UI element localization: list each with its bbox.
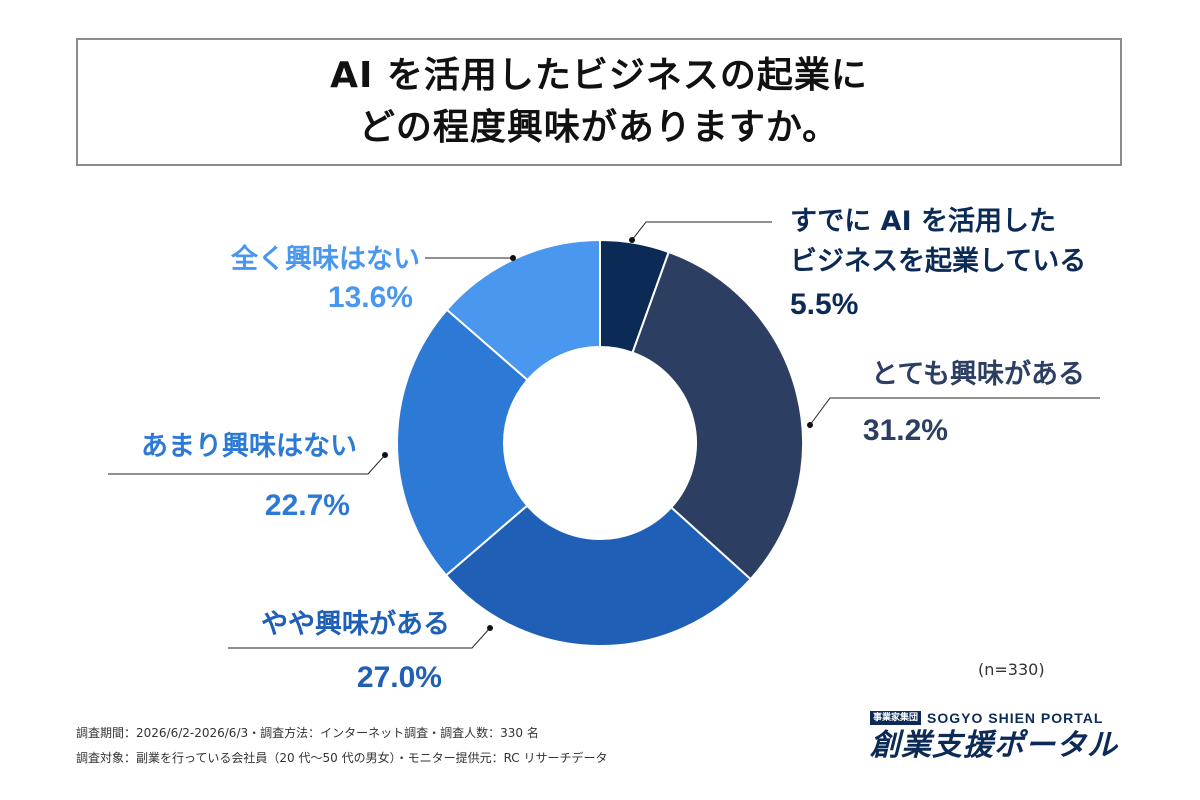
leader-line-not-very-interested bbox=[108, 454, 386, 475]
category-label-already-started-line-2: ビジネスを起業している bbox=[790, 246, 1086, 277]
leader-dot-not-interested bbox=[510, 255, 516, 261]
value-label-not-very-interested: 22.7% bbox=[265, 489, 350, 522]
donut-slice-not-interested bbox=[445, 238, 601, 382]
category-label-very-interested: とても興味がある bbox=[871, 358, 1085, 390]
leader-line-already-started bbox=[631, 221, 772, 241]
leader-dot-already-started bbox=[629, 237, 635, 243]
logo-badge: 事業家集団 bbox=[870, 711, 922, 725]
logo-english-name: SOGYO SHIEN PORTAL bbox=[927, 710, 1104, 726]
logo-japanese-name: 創業支援ポータル bbox=[870, 728, 1118, 763]
category-label-not-very-interested: あまり興味はない bbox=[141, 431, 357, 462]
question-title-line-2: どの程度興味がありますか。 bbox=[358, 107, 840, 148]
leader-dot-very-interested bbox=[807, 422, 813, 428]
value-label-not-interested: 13.6% bbox=[328, 281, 413, 314]
survey-info-line-2: 調査対象：副業を行っている会社員（20 代〜50 代の男女）・モニター提供元：R… bbox=[76, 751, 608, 765]
question-title-box: AI を活用したビジネスの起業に どの程度興味がありますか。 bbox=[76, 38, 1122, 166]
donut-slice-very-interested bbox=[631, 250, 804, 581]
leader-dot-somewhat-interested bbox=[487, 625, 493, 631]
donut-slice-not-very-interested bbox=[396, 308, 530, 577]
value-label-somewhat-interested: 27.0% bbox=[357, 661, 442, 694]
category-label-somewhat-interested: やや興味がある bbox=[261, 608, 450, 640]
leader-dot-not-very-interested bbox=[382, 452, 388, 458]
category-label-not-interested: 全く興味はない bbox=[230, 243, 420, 275]
value-label-very-interested: 31.2% bbox=[863, 414, 948, 447]
value-label-already-started: 5.5% bbox=[790, 288, 858, 321]
leader-line-very-interested bbox=[809, 397, 1100, 426]
sample-size-label: (n=330) bbox=[978, 660, 1045, 679]
brand-logo: 事業家集団 SOGYO SHIEN PORTAL 創業支援ポータル bbox=[870, 710, 1130, 770]
leader-line-somewhat-interested bbox=[228, 627, 491, 649]
question-title-line-1: AI を活用したビジネスの起業に bbox=[330, 55, 868, 96]
category-label-already-started-line-1: すでに AI を活用した bbox=[790, 206, 1056, 237]
donut-slice-somewhat-interested bbox=[444, 504, 752, 647]
survey-info-line-1: 調査期間：2026/6/2-2026/6/3・調査方法：インターネット調査・調査… bbox=[76, 726, 539, 740]
